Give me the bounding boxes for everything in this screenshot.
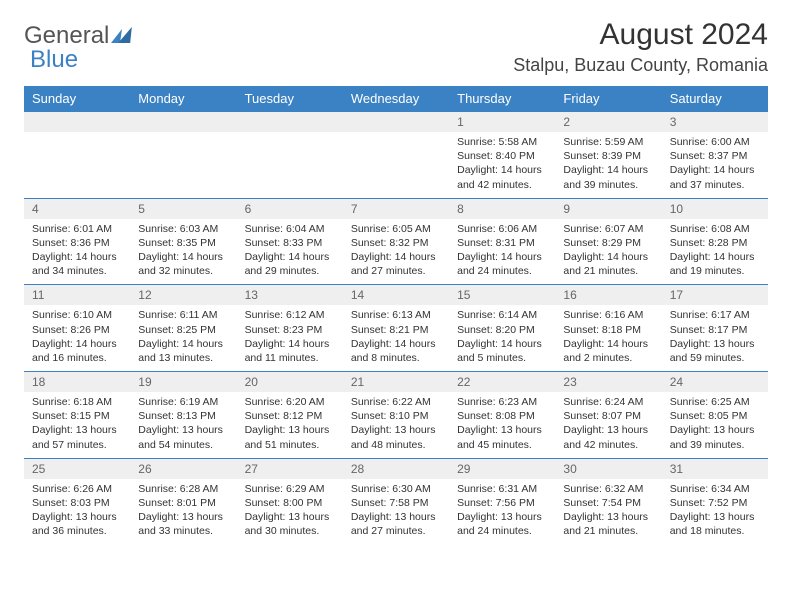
logo-sail-icon — [112, 22, 131, 50]
day-number-cell: 2 — [555, 112, 661, 133]
day-detail-cell: Sunrise: 6:34 AMSunset: 7:52 PMDaylight:… — [662, 479, 768, 545]
day-detail-cell: Sunrise: 6:07 AMSunset: 8:29 PMDaylight:… — [555, 219, 661, 285]
day-detail-cell: Sunrise: 6:01 AMSunset: 8:36 PMDaylight:… — [24, 219, 130, 285]
day-detail-cell: Sunrise: 5:58 AMSunset: 8:40 PMDaylight:… — [449, 132, 555, 198]
day-number-cell: 22 — [449, 372, 555, 393]
details-row: Sunrise: 6:18 AMSunset: 8:15 PMDaylight:… — [24, 392, 768, 458]
calendar-body: 123 Sunrise: 5:58 AMSunset: 8:40 PMDayli… — [24, 112, 768, 545]
day-detail-cell: Sunrise: 5:59 AMSunset: 8:39 PMDaylight:… — [555, 132, 661, 198]
day-detail-cell: Sunrise: 6:25 AMSunset: 8:05 PMDaylight:… — [662, 392, 768, 458]
details-row: Sunrise: 5:58 AMSunset: 8:40 PMDaylight:… — [24, 132, 768, 198]
day-number-cell: 7 — [343, 198, 449, 219]
day-number-cell: 21 — [343, 372, 449, 393]
day-detail-cell: Sunrise: 6:03 AMSunset: 8:35 PMDaylight:… — [130, 219, 236, 285]
day-number-cell: 14 — [343, 285, 449, 306]
day-number-cell: 9 — [555, 198, 661, 219]
details-row: Sunrise: 6:10 AMSunset: 8:26 PMDaylight:… — [24, 305, 768, 371]
day-number-cell: 6 — [237, 198, 343, 219]
day-detail-cell: Sunrise: 6:00 AMSunset: 8:37 PMDaylight:… — [662, 132, 768, 198]
day-detail-cell: Sunrise: 6:19 AMSunset: 8:13 PMDaylight:… — [130, 392, 236, 458]
weekday-header-row: Sunday Monday Tuesday Wednesday Thursday… — [24, 86, 768, 112]
weekday-header: Monday — [130, 86, 236, 112]
daynum-row: 123 — [24, 112, 768, 133]
day-detail-cell: Sunrise: 6:04 AMSunset: 8:33 PMDaylight:… — [237, 219, 343, 285]
day-detail-cell: Sunrise: 6:24 AMSunset: 8:07 PMDaylight:… — [555, 392, 661, 458]
day-detail-cell: Sunrise: 6:14 AMSunset: 8:20 PMDaylight:… — [449, 305, 555, 371]
day-detail-cell — [343, 132, 449, 198]
weekday-header: Thursday — [449, 86, 555, 112]
month-title: August 2024 — [513, 18, 768, 51]
day-detail-cell: Sunrise: 6:05 AMSunset: 8:32 PMDaylight:… — [343, 219, 449, 285]
day-detail-cell: Sunrise: 6:29 AMSunset: 8:00 PMDaylight:… — [237, 479, 343, 545]
daynum-row: 45678910 — [24, 198, 768, 219]
day-number-cell: 19 — [130, 372, 236, 393]
day-number-cell: 27 — [237, 458, 343, 479]
day-detail-cell: Sunrise: 6:08 AMSunset: 8:28 PMDaylight:… — [662, 219, 768, 285]
day-number-cell: 12 — [130, 285, 236, 306]
location-text: Stalpu, Buzau County, Romania — [513, 55, 768, 76]
weekday-header: Friday — [555, 86, 661, 112]
day-detail-cell — [24, 132, 130, 198]
day-number-cell: 10 — [662, 198, 768, 219]
page-header: General August 2024 Stalpu, Buzau County… — [24, 18, 768, 76]
daynum-row: 18192021222324 — [24, 372, 768, 393]
brand-part2: Blue — [30, 46, 78, 74]
day-detail-cell — [130, 132, 236, 198]
day-number-cell: 3 — [662, 112, 768, 133]
day-number-cell — [343, 112, 449, 133]
day-number-cell — [237, 112, 343, 133]
calendar-table: Sunday Monday Tuesday Wednesday Thursday… — [24, 86, 768, 544]
day-detail-cell: Sunrise: 6:13 AMSunset: 8:21 PMDaylight:… — [343, 305, 449, 371]
day-detail-cell — [237, 132, 343, 198]
day-number-cell: 18 — [24, 372, 130, 393]
day-detail-cell: Sunrise: 6:12 AMSunset: 8:23 PMDaylight:… — [237, 305, 343, 371]
day-detail-cell: Sunrise: 6:23 AMSunset: 8:08 PMDaylight:… — [449, 392, 555, 458]
day-detail-cell: Sunrise: 6:10 AMSunset: 8:26 PMDaylight:… — [24, 305, 130, 371]
day-detail-cell: Sunrise: 6:26 AMSunset: 8:03 PMDaylight:… — [24, 479, 130, 545]
day-number-cell: 4 — [24, 198, 130, 219]
day-number-cell: 13 — [237, 285, 343, 306]
details-row: Sunrise: 6:26 AMSunset: 8:03 PMDaylight:… — [24, 479, 768, 545]
day-detail-cell: Sunrise: 6:28 AMSunset: 8:01 PMDaylight:… — [130, 479, 236, 545]
day-number-cell: 29 — [449, 458, 555, 479]
day-number-cell: 17 — [662, 285, 768, 306]
day-detail-cell: Sunrise: 6:20 AMSunset: 8:12 PMDaylight:… — [237, 392, 343, 458]
details-row: Sunrise: 6:01 AMSunset: 8:36 PMDaylight:… — [24, 219, 768, 285]
day-number-cell: 11 — [24, 285, 130, 306]
day-detail-cell: Sunrise: 6:22 AMSunset: 8:10 PMDaylight:… — [343, 392, 449, 458]
weekday-header: Sunday — [24, 86, 130, 112]
day-detail-cell: Sunrise: 6:16 AMSunset: 8:18 PMDaylight:… — [555, 305, 661, 371]
day-detail-cell: Sunrise: 6:32 AMSunset: 7:54 PMDaylight:… — [555, 479, 661, 545]
day-detail-cell: Sunrise: 6:06 AMSunset: 8:31 PMDaylight:… — [449, 219, 555, 285]
day-number-cell: 23 — [555, 372, 661, 393]
day-number-cell: 8 — [449, 198, 555, 219]
day-number-cell: 5 — [130, 198, 236, 219]
weekday-header: Saturday — [662, 86, 768, 112]
day-number-cell: 30 — [555, 458, 661, 479]
title-block: August 2024 Stalpu, Buzau County, Romani… — [513, 18, 768, 76]
day-detail-cell: Sunrise: 6:31 AMSunset: 7:56 PMDaylight:… — [449, 479, 555, 545]
day-number-cell: 28 — [343, 458, 449, 479]
day-detail-cell: Sunrise: 6:11 AMSunset: 8:25 PMDaylight:… — [130, 305, 236, 371]
day-number-cell: 1 — [449, 112, 555, 133]
weekday-header: Wednesday — [343, 86, 449, 112]
day-number-cell: 16 — [555, 285, 661, 306]
day-detail-cell: Sunrise: 6:18 AMSunset: 8:15 PMDaylight:… — [24, 392, 130, 458]
day-number-cell: 31 — [662, 458, 768, 479]
weekday-header: Tuesday — [237, 86, 343, 112]
day-number-cell — [130, 112, 236, 133]
day-detail-cell: Sunrise: 6:30 AMSunset: 7:58 PMDaylight:… — [343, 479, 449, 545]
day-number-cell: 26 — [130, 458, 236, 479]
day-number-cell: 15 — [449, 285, 555, 306]
daynum-row: 25262728293031 — [24, 458, 768, 479]
day-number-cell: 20 — [237, 372, 343, 393]
day-detail-cell: Sunrise: 6:17 AMSunset: 8:17 PMDaylight:… — [662, 305, 768, 371]
daynum-row: 11121314151617 — [24, 285, 768, 306]
day-number-cell — [24, 112, 130, 133]
day-number-cell: 25 — [24, 458, 130, 479]
day-number-cell: 24 — [662, 372, 768, 393]
